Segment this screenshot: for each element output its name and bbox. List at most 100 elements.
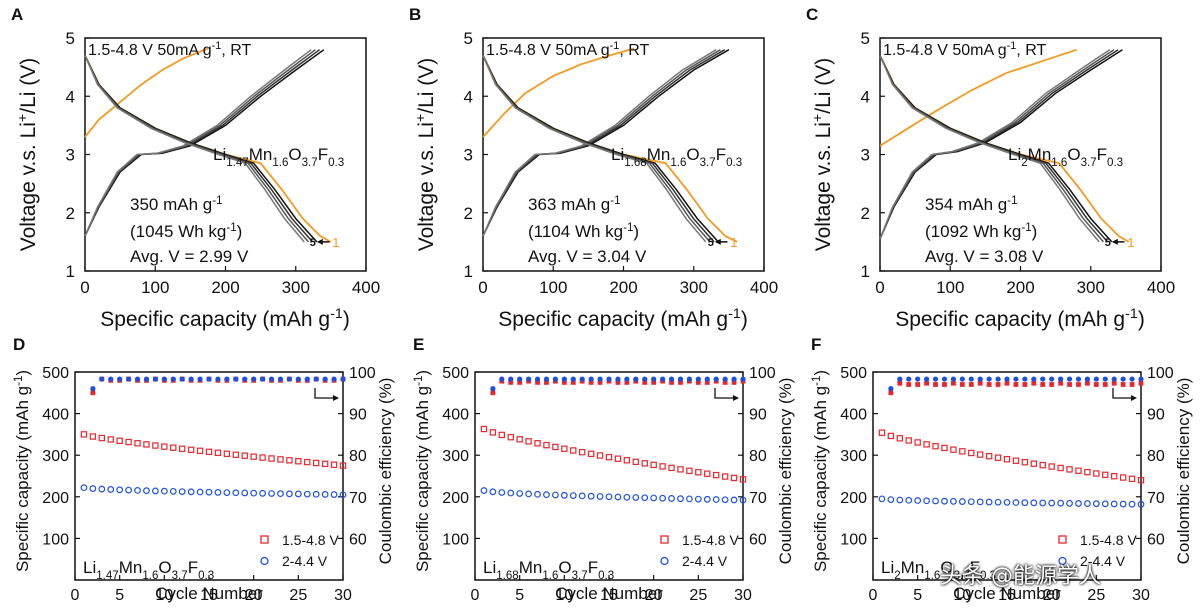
ce-point-high [906,382,912,387]
capacity-point-low [587,492,595,500]
ce-point-low [695,376,701,382]
capacity-point-high [1057,464,1064,472]
capacity-point-low [1066,499,1073,507]
compound-label: Li2Mn1.6O3.7F0.3 [881,558,996,582]
legend-label-low: 2-4.4 V [682,553,728,569]
y-tick-label: 4 [66,87,75,106]
x-tick-label: 0 [875,278,884,297]
capacity-point-high [887,432,895,440]
ce-point-high [597,380,603,385]
x-tick-label: 5 [913,587,922,604]
capacity-point-low [967,498,975,506]
x-tick-label: 100 [936,278,964,297]
y-right-tick-label: 80 [349,448,367,465]
ce-point-low [1022,376,1028,382]
ce-point-low [1004,376,1010,382]
y-axis-label-group: Voltage v.s. Li+/Li (V) [15,58,40,252]
x-tick-label: 300 [282,278,310,297]
cycle-label-1: 1 [332,235,339,250]
capacity-point-low [1092,500,1100,508]
y-axis-label: Specific capacity (mAh g-1) [413,370,432,572]
y-right-tick-label: 90 [1147,407,1165,424]
capacity-point-high [1075,467,1082,474]
capacity-point-high [730,474,738,482]
capacity-point-high [712,471,720,479]
ce-point-high [1004,380,1010,386]
capacity-point-high [80,431,88,438]
ce-point-low [950,376,957,382]
ce-point-low [1031,376,1037,382]
capacity-point-low [143,487,150,495]
capacity-point-low [1101,500,1109,508]
capacity-point-high [578,448,586,456]
ce-point-low [1075,376,1082,382]
ce-point-high [544,380,549,385]
ce-point-high [669,380,674,385]
x-tick-label: 10 [953,587,971,604]
ce-point-low [224,376,230,382]
legend-marker-high [660,535,669,544]
ce-point-low [1111,376,1117,382]
capacity-point-low [623,493,631,501]
series-cycles-2-5-discharge-5 [879,55,1100,243]
cycle-arrow-head [1111,238,1118,245]
ce-point-high [968,382,974,387]
ce-point-low [995,376,1001,382]
capacity-point-high [686,467,693,475]
x-tick-label: 10 [555,587,573,604]
x-tick-label: 15 [600,587,618,604]
x-axis-label: Specific capacity (mAh g-1) [895,306,1145,331]
ce-point-high [624,380,630,385]
ce-point-low [277,376,284,382]
capacity-point-high [161,443,168,450]
capacity-point-low [614,493,622,501]
capacity-point-high [905,437,912,444]
ce-point-high [1093,382,1099,387]
ce-point-low [624,376,630,382]
ce-point-low [968,376,974,382]
capacity-point-low [178,488,186,496]
capacity-point-low [125,486,133,494]
x-axis-label: Specific capacity (mAh g-1) [100,306,350,331]
x-axis-label: Cycle Number [155,584,263,603]
y-tick-label: 100 [840,531,867,548]
capacity-point-high [187,446,195,454]
panel-c: C 0 100 200 300 400 1 2 3 4 5 Specific capacity (mA… [806,5,1175,331]
x-tick-label: 400 [1147,278,1175,297]
y-axis-label: Voltage v.s. Li+/Li (V) [15,58,40,252]
capacity-point-high [507,433,514,441]
capacity-label: 363 mAh g-1 [528,195,621,214]
y-right-tick-label: 90 [749,407,767,424]
ce-point-low [731,376,737,382]
capacity-point-low [605,493,613,501]
ce-point-low [108,376,114,382]
capacity-point-low [668,495,675,502]
capacity-point-low [905,496,913,504]
capacity-point-low [489,488,497,496]
x-tick-label: 20 [1043,587,1061,604]
cycle-arrow-head [714,238,721,245]
capacity-point-low [703,495,711,503]
ce-point-low [1093,376,1099,382]
x-tick-label: 0 [71,587,80,604]
capacity-point-low [480,487,488,494]
series-cycle-1-charge [84,47,209,138]
panel-e: E0 5 10 15 20 25 3010020030040050060708090100C… [413,335,795,604]
series-cycles-2-5-charge-5 [482,49,717,237]
y-tick-label: 500 [42,365,69,382]
ce-point-low [722,376,728,382]
ce-point-high [508,380,514,385]
plot-frame [74,371,344,581]
capacity-point-low [686,495,693,503]
y-right-tick-label: 70 [749,490,767,507]
legend-marker-low [660,556,669,566]
y-tick-label: 1 [464,262,473,281]
y-tick-label: 5 [66,29,75,48]
x-tick-label: 300 [680,278,708,297]
capacity-point-low [739,496,747,504]
capacity-point-high [498,431,506,439]
capacity-point-low [1048,499,1056,507]
ce-point-high [651,380,657,385]
capacity-point-low [1137,500,1145,508]
y-tick-label: 300 [840,448,867,465]
